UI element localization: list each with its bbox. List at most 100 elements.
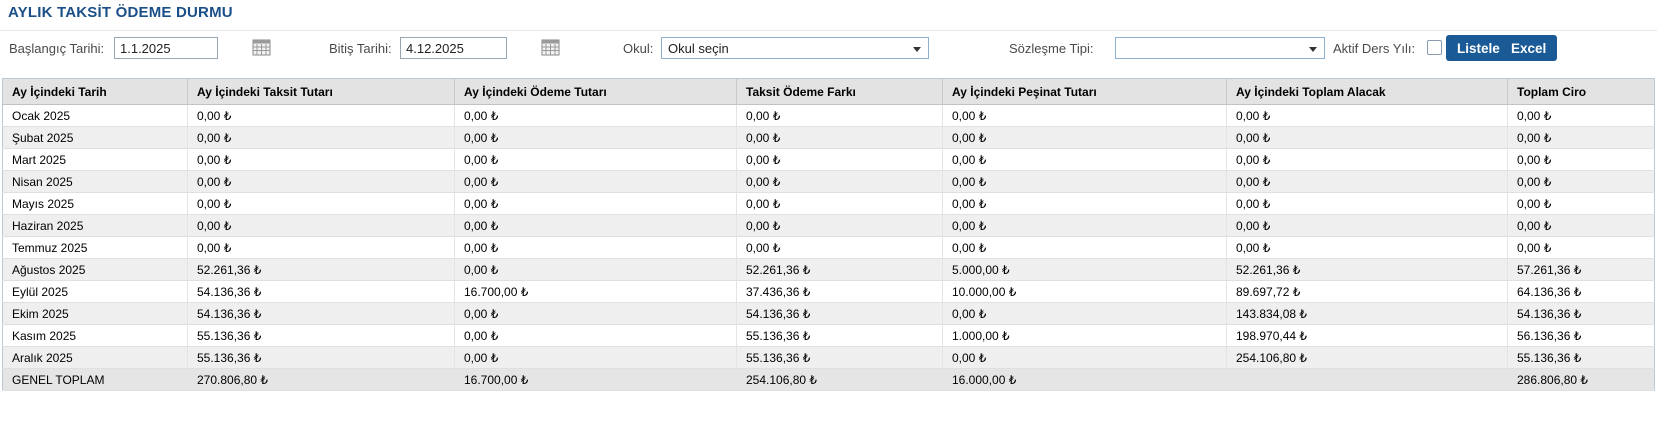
table-cell: 55.136,36 ₺ — [1507, 346, 1655, 369]
table-cell: 0,00 ₺ — [736, 170, 943, 193]
column-header: Ay İçindeki Tarih — [2, 78, 188, 105]
excel-button[interactable]: Excel — [1500, 35, 1558, 61]
table-cell: 0,00 ₺ — [187, 192, 455, 215]
table-cell: 57.261,36 ₺ — [1507, 258, 1655, 281]
column-header: Ay İçindeki Taksit Tutarı — [187, 78, 455, 105]
table-cell: Şubat 2025 — [2, 126, 188, 149]
table-cell: 0,00 ₺ — [942, 126, 1227, 149]
table-cell: 1.000,00 ₺ — [942, 324, 1227, 347]
table-cell: 0,00 ₺ — [187, 126, 455, 149]
table-cell: Mart 2025 — [2, 148, 188, 171]
column-header: Ay İçindeki Peşinat Tutarı — [942, 78, 1227, 105]
table-cell: 0,00 ₺ — [736, 148, 943, 171]
start-date-input[interactable] — [114, 37, 218, 59]
table-cell: 0,00 ₺ — [1507, 148, 1655, 171]
table-cell: 54.136,36 ₺ — [1507, 302, 1655, 325]
column-header: Ay İçindeki Ödeme Tutarı — [454, 78, 737, 105]
column-header: Taksit Ödeme Farkı — [736, 78, 943, 105]
table-cell: 54.136,36 ₺ — [187, 280, 455, 303]
table-cell: 0,00 ₺ — [942, 170, 1227, 193]
chevron-down-icon — [1309, 47, 1317, 52]
table-cell: 52.261,36 ₺ — [187, 258, 455, 281]
end-date-input[interactable] — [400, 37, 507, 59]
table-cell: 54.136,36 ₺ — [187, 302, 455, 325]
table-cell: 0,00 ₺ — [942, 104, 1227, 127]
table-cell: 16.700,00 ₺ — [454, 280, 737, 303]
table-row: Ekim 2025 54.136,36 ₺ 0,00 ₺ 54.136,36 ₺ 0,0… — [2, 302, 1655, 325]
table-cell: 0,00 ₺ — [187, 214, 455, 237]
table-cell: 0,00 ₺ — [736, 126, 943, 149]
table-cell: 37.436,36 ₺ — [736, 280, 943, 303]
calendar-icon — [541, 39, 560, 59]
table-cell: 52.261,36 ₺ — [736, 258, 943, 281]
table-row: Temmuz 2025 0,00 ₺ 0,00 ₺ 0,00 ₺ 0,00 ₺ 0,00 … — [2, 236, 1655, 259]
table-body: Ocak 2025 0,00 ₺ 0,00 ₺ 0,00 ₺ 0,00 ₺ 0,00 ₺ 0… — [2, 104, 1655, 391]
table-cell: 270.806,80 ₺ — [187, 368, 455, 391]
table-row: Ocak 2025 0,00 ₺ 0,00 ₺ 0,00 ₺ 0,00 ₺ 0,00 ₺ 0… — [2, 104, 1655, 127]
table-cell: 0,00 ₺ — [736, 192, 943, 215]
table-cell: 198.970,44 ₺ — [1226, 324, 1508, 347]
table-cell: 55.136,36 ₺ — [187, 324, 455, 347]
table-cell: 16.700,00 ₺ — [454, 368, 737, 391]
table-cell: 0,00 ₺ — [942, 214, 1227, 237]
school-select-value: Okul seçin — [668, 40, 729, 56]
table-total-row: GENEL TOPLAM 270.806,80 ₺ 16.700,00 ₺ 254.1… — [2, 368, 1655, 391]
contract-type-label: Sözleşme Tipi: — [1009, 41, 1094, 56]
table-cell: 89.697,72 ₺ — [1226, 280, 1508, 303]
table-cell: 0,00 ₺ — [187, 148, 455, 171]
table-cell: 0,00 ₺ — [1226, 236, 1508, 259]
end-date-calendar-button[interactable] — [541, 39, 560, 56]
table-cell: 55.136,36 ₺ — [736, 346, 943, 369]
table-row: Kasım 2025 55.136,36 ₺ 0,00 ₺ 55.136,36 ₺ 1.… — [2, 324, 1655, 347]
table-cell: Nisan 2025 — [2, 170, 188, 193]
table-cell: 16.000,00 ₺ — [942, 368, 1227, 391]
table-cell: 56.136,36 ₺ — [1507, 324, 1655, 347]
table-row: Haziran 2025 0,00 ₺ 0,00 ₺ 0,00 ₺ 0,00 ₺ 0,00… — [2, 214, 1655, 237]
table-cell: 0,00 ₺ — [942, 302, 1227, 325]
end-date-label: Bitiş Tarihi: — [329, 41, 392, 56]
table-row: Mart 2025 0,00 ₺ 0,00 ₺ 0,00 ₺ 0,00 ₺ 0,00 ₺ 0… — [2, 148, 1655, 171]
table-cell: 0,00 ₺ — [736, 236, 943, 259]
table-cell: 0,00 ₺ — [1226, 170, 1508, 193]
table-cell: Aralık 2025 — [2, 346, 188, 369]
calendar-icon — [252, 39, 271, 59]
list-button[interactable]: Listele — [1446, 35, 1511, 61]
start-date-calendar-button[interactable] — [252, 39, 271, 56]
table-cell: 0,00 ₺ — [187, 104, 455, 127]
filter-bar: Başlangıç Tarihi: Bitiş Tarihi: Okul: Ok… — [0, 30, 1657, 66]
active-year-checkbox[interactable] — [1427, 40, 1442, 55]
table-cell: Mayıs 2025 — [2, 192, 188, 215]
table-cell: Eylül 2025 — [2, 280, 188, 303]
table-cell: 0,00 ₺ — [942, 236, 1227, 259]
table-cell: 0,00 ₺ — [1226, 192, 1508, 215]
table-cell: Ocak 2025 — [2, 104, 188, 127]
table-row: Eylül 2025 54.136,36 ₺ 16.700,00 ₺ 37.436,3… — [2, 280, 1655, 303]
table-cell: 0,00 ₺ — [1507, 104, 1655, 127]
installments-table: Ay İçindeki Tarih Ay İçindeki Taksit Tuta… — [2, 78, 1655, 391]
table-row: Mayıs 2025 0,00 ₺ 0,00 ₺ 0,00 ₺ 0,00 ₺ 0,00 ₺… — [2, 192, 1655, 215]
table-cell: 0,00 ₺ — [454, 258, 737, 281]
page-title: AYLIK TAKSİT ÖDEME DURMU — [8, 4, 233, 21]
table-cell: 0,00 ₺ — [942, 148, 1227, 171]
table-cell: Ağustos 2025 — [2, 258, 188, 281]
table-cell: 0,00 ₺ — [454, 346, 737, 369]
table-row: Nisan 2025 0,00 ₺ 0,00 ₺ 0,00 ₺ 0,00 ₺ 0,00 ₺… — [2, 170, 1655, 193]
table-cell: 254.106,80 ₺ — [736, 368, 943, 391]
table-cell: 52.261,36 ₺ — [1226, 258, 1508, 281]
table-cell: 254.106,80 ₺ — [1226, 346, 1508, 369]
table-cell: Kasım 2025 — [2, 324, 188, 347]
column-header: Ay İçindeki Toplam Alacak — [1226, 78, 1508, 105]
table-cell: 0,00 ₺ — [736, 214, 943, 237]
school-select[interactable]: Okul seçin — [661, 37, 929, 59]
school-label: Okul: — [623, 41, 654, 56]
table-cell: 143.834,08 ₺ — [1226, 302, 1508, 325]
table-cell: 54.136,36 ₺ — [736, 302, 943, 325]
table-cell: Ekim 2025 — [2, 302, 188, 325]
table-cell: 286.806,80 ₺ — [1507, 368, 1655, 391]
column-header: Toplam Ciro — [1507, 78, 1655, 105]
contract-type-select[interactable] — [1115, 37, 1325, 59]
table-header-row: Ay İçindeki Tarih Ay İçindeki Taksit Tuta… — [2, 78, 1655, 105]
table-cell: 0,00 ₺ — [1507, 236, 1655, 259]
start-date-label: Başlangıç Tarihi: — [9, 41, 105, 56]
table-cell: 0,00 ₺ — [187, 170, 455, 193]
